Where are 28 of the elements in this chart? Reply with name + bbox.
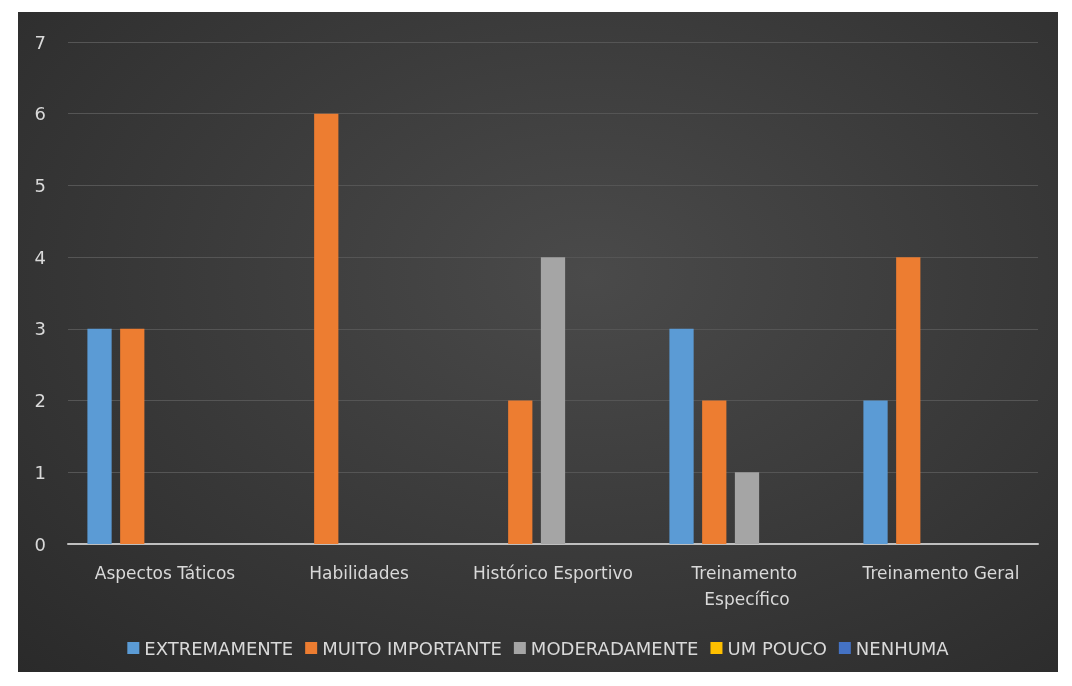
x-tick-label: Histórico Esportivo — [473, 563, 633, 583]
x-tick-label: Treinamento Geral — [861, 563, 1020, 583]
y-tick-label: 5 — [34, 174, 46, 196]
bar — [508, 400, 533, 544]
bar — [896, 257, 921, 544]
legend-label: EXTREMAMENTE — [144, 637, 294, 659]
legend-label: MODERADAMENTE — [530, 637, 699, 659]
legend-label: MUITO IMPORTANTE — [322, 637, 502, 659]
bar — [863, 400, 888, 544]
y-tick-label: 3 — [34, 318, 46, 340]
y-tick-label: 0 — [34, 533, 46, 555]
bar — [120, 328, 145, 544]
bar — [314, 113, 339, 544]
y-tick-label: 4 — [34, 246, 46, 268]
legend-label: UM POUCO — [727, 637, 827, 659]
y-tick-label: 6 — [34, 103, 46, 125]
bar — [87, 328, 112, 544]
x-tick-label: Habilidades — [309, 563, 409, 583]
bar — [540, 257, 566, 544]
y-tick-label: 7 — [34, 31, 46, 53]
bar — [734, 472, 760, 544]
bar — [669, 328, 694, 544]
legend-label: NENHUMA — [855, 637, 950, 659]
x-tick-label: Aspectos Táticos — [94, 563, 236, 583]
x-tick-label: Treinamento Específico — [690, 563, 803, 609]
bar — [702, 400, 727, 544]
y-tick-label: 1 — [34, 461, 46, 483]
y-tick-label: 2 — [34, 390, 46, 412]
